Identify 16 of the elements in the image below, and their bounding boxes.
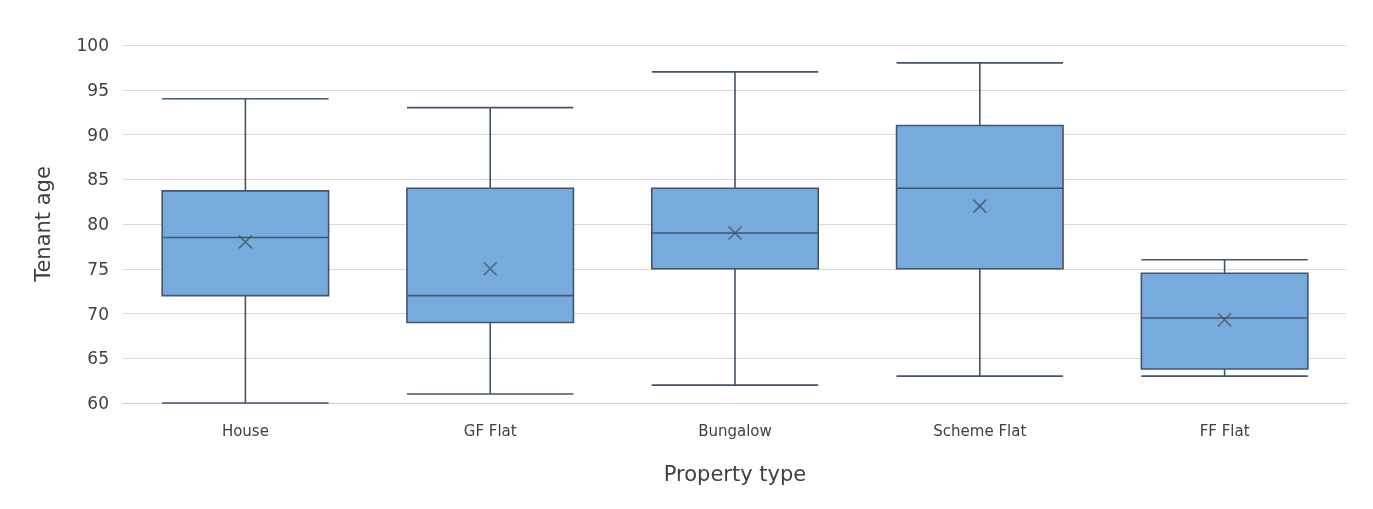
x-tick-label: Scheme Flat bbox=[933, 421, 1027, 440]
y-tick-label: 85 bbox=[87, 169, 109, 190]
y-tick-label: 90 bbox=[87, 124, 109, 145]
y-tick-label: 80 bbox=[87, 214, 109, 234]
y-tick-label: 95 bbox=[87, 79, 109, 100]
y-axis-title: Tenant age bbox=[30, 166, 55, 283]
y-tick-label: 75 bbox=[87, 258, 109, 279]
y-tick-label: 100 bbox=[76, 35, 109, 55]
x-tick-label: GF Flat bbox=[463, 421, 517, 440]
x-tick-label: House bbox=[221, 421, 269, 440]
y-tick-label: 70 bbox=[87, 303, 109, 324]
x-axis-title: Property type bbox=[663, 461, 807, 486]
x-tick-label: FF Flat bbox=[1199, 421, 1250, 440]
y-tick-label: 60 bbox=[87, 393, 109, 413]
y-tick-label: 65 bbox=[87, 348, 109, 369]
x-tick-label: Bungalow bbox=[698, 421, 772, 440]
